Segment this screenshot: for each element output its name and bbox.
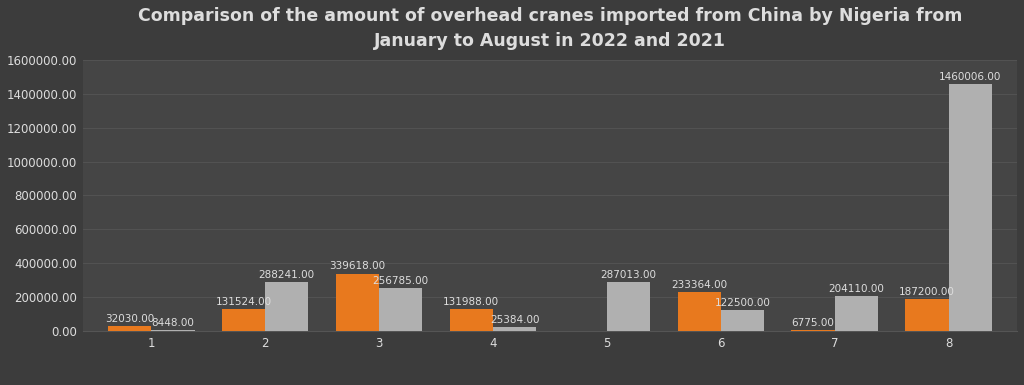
Bar <box>607 283 650 331</box>
Bar <box>108 326 152 331</box>
Text: 25384.00: 25384.00 <box>489 315 540 325</box>
Bar <box>493 327 537 331</box>
Text: 8448.00: 8448.00 <box>152 318 195 328</box>
Bar <box>678 291 721 331</box>
Text: 131524.00: 131524.00 <box>215 297 271 307</box>
Bar <box>265 282 308 331</box>
Text: 233364.00: 233364.00 <box>671 280 727 290</box>
Text: 288241.00: 288241.00 <box>259 270 314 280</box>
Bar <box>948 84 992 331</box>
Text: 204110.00: 204110.00 <box>828 285 885 295</box>
Bar <box>792 330 835 331</box>
Bar <box>835 296 878 331</box>
Bar <box>905 300 948 331</box>
Text: 6775.00: 6775.00 <box>792 318 835 328</box>
Bar <box>222 309 265 331</box>
Text: 1460006.00: 1460006.00 <box>939 72 1001 82</box>
Text: 187200.00: 187200.00 <box>899 287 955 297</box>
Bar <box>152 330 195 331</box>
Text: 339618.00: 339618.00 <box>330 261 385 271</box>
Text: 32030.00: 32030.00 <box>104 314 155 324</box>
Bar <box>336 273 379 331</box>
Bar <box>450 309 493 331</box>
Text: 287013.00: 287013.00 <box>600 270 656 280</box>
Text: 131988.00: 131988.00 <box>443 297 500 307</box>
Bar <box>721 310 764 331</box>
Bar <box>379 288 422 331</box>
Text: 256785.00: 256785.00 <box>373 276 429 286</box>
Title: Comparison of the amount of overhead cranes imported from China by Nigeria from
: Comparison of the amount of overhead cra… <box>138 7 963 50</box>
Text: 122500.00: 122500.00 <box>715 298 770 308</box>
